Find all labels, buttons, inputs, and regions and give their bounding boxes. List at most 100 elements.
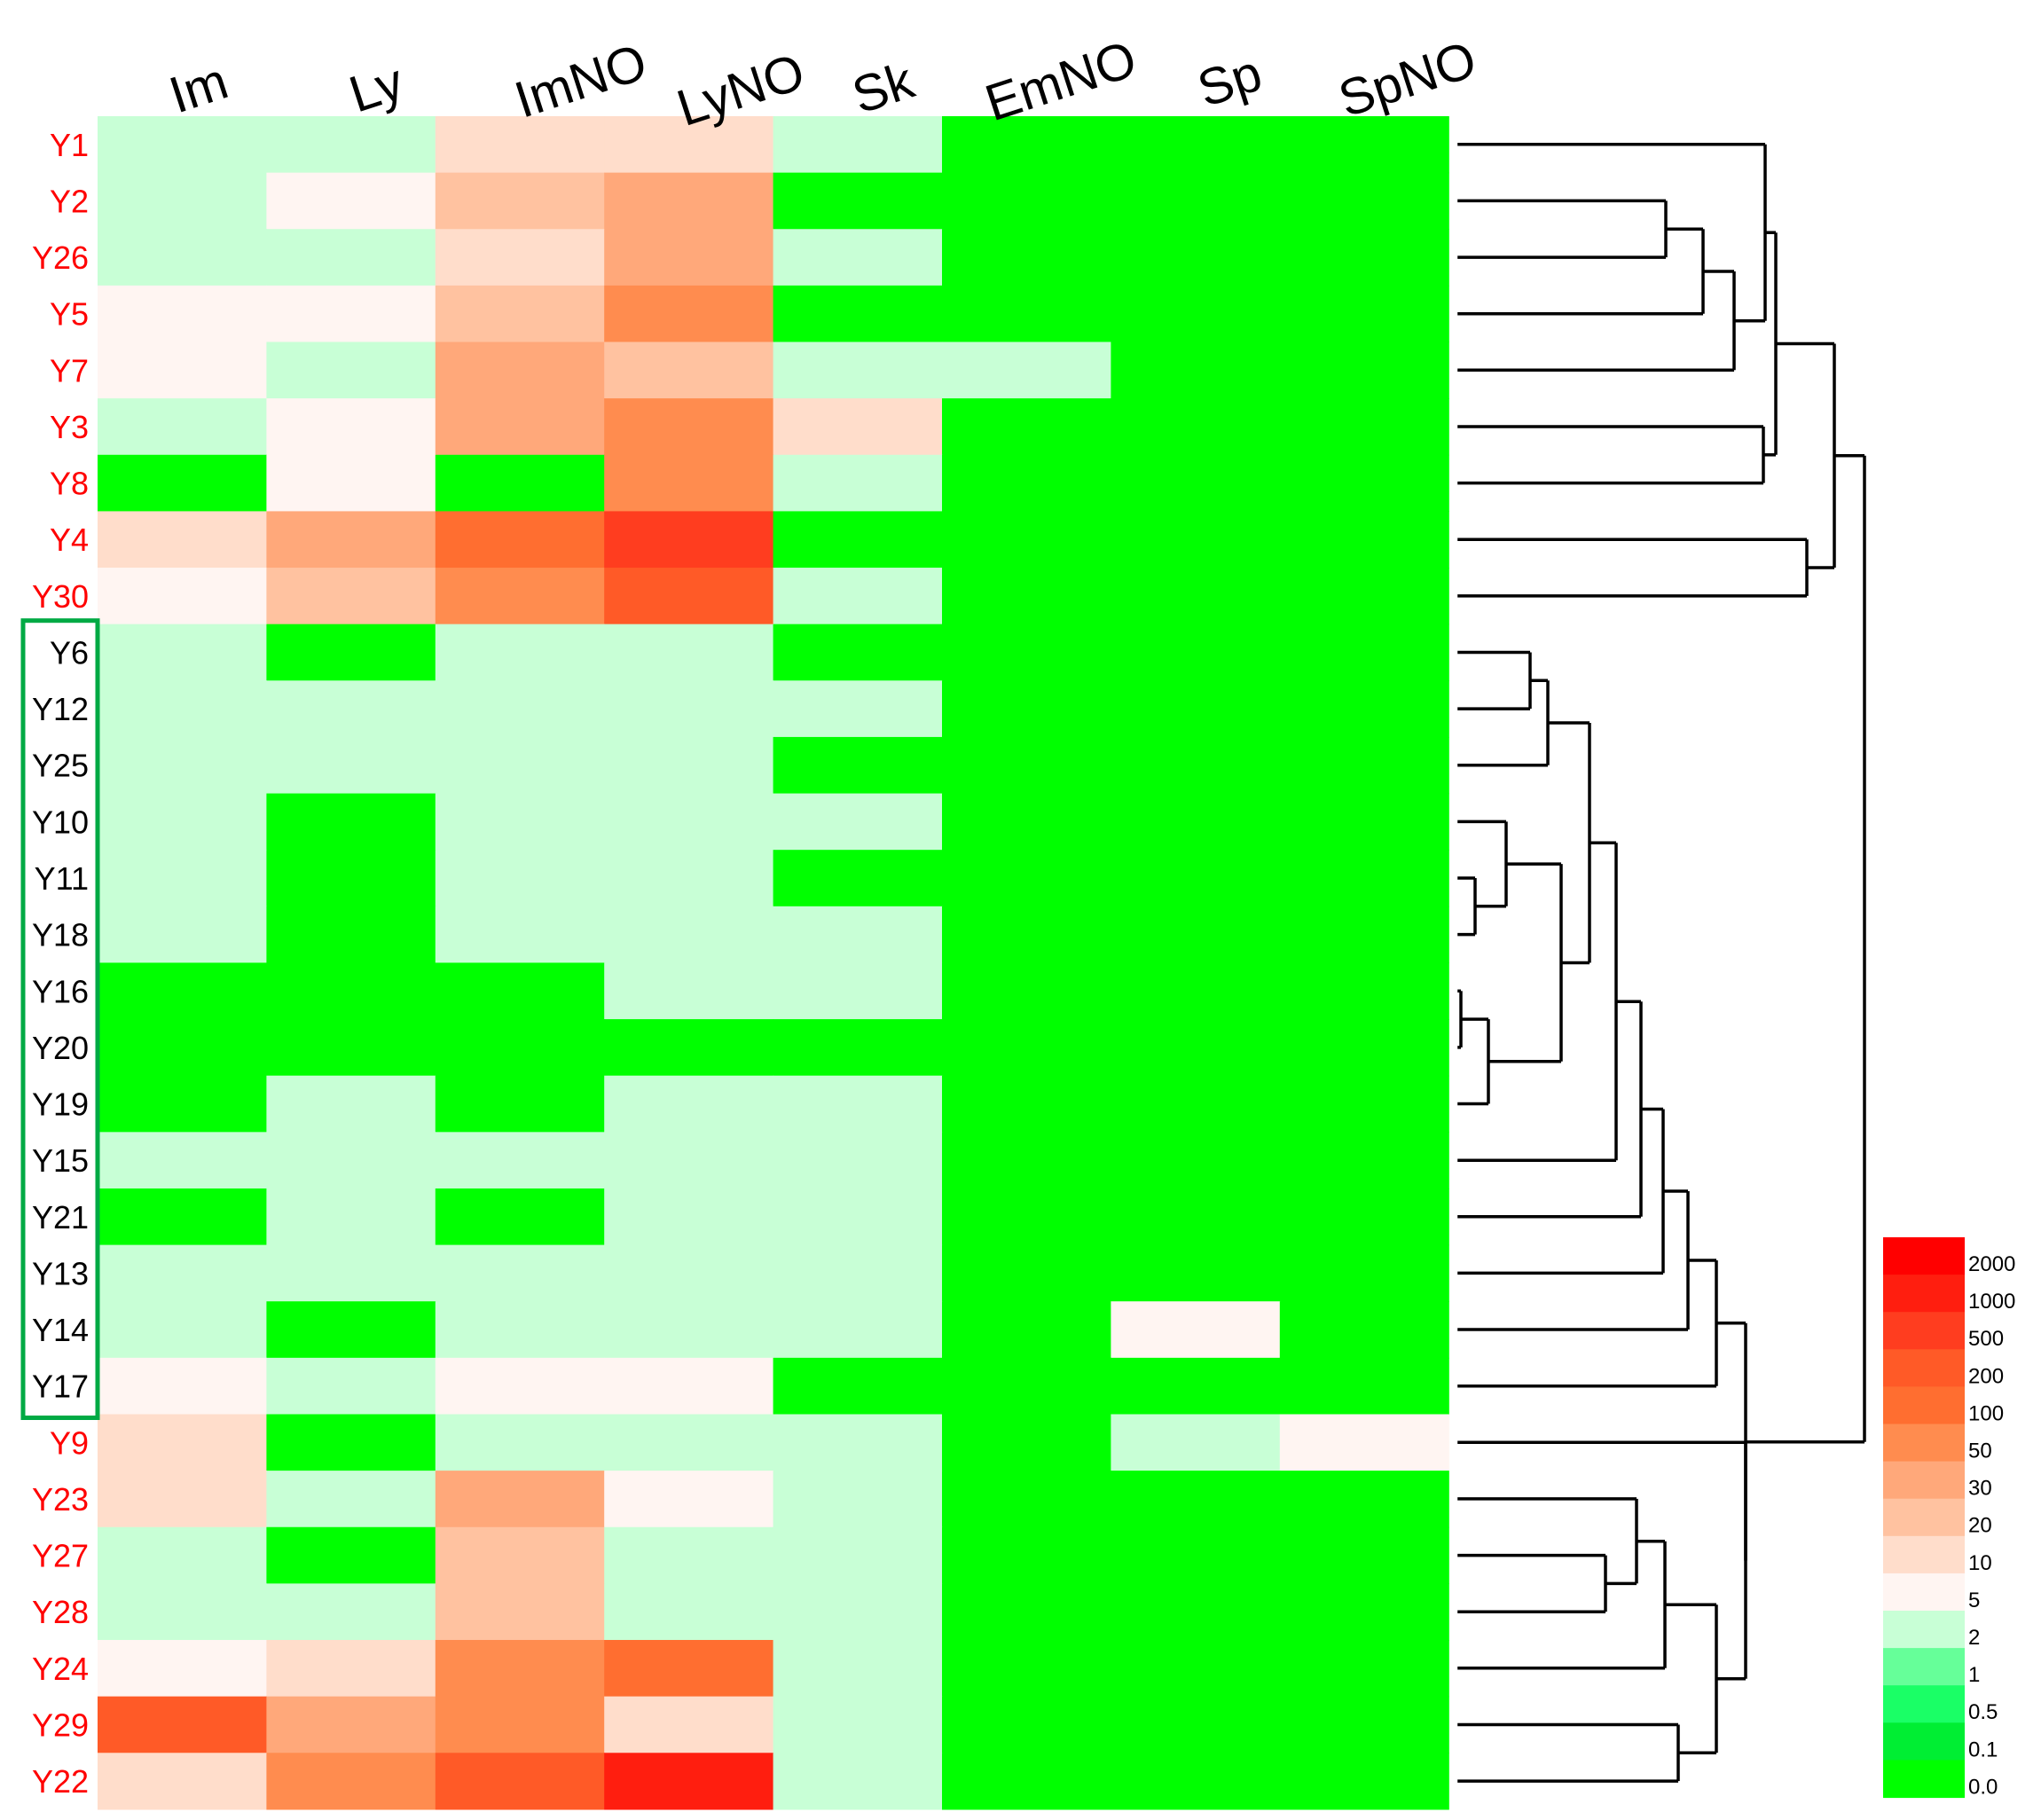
cell-y28-lyno xyxy=(604,1583,774,1641)
cell-y10-imno xyxy=(435,793,605,851)
cell-y26-sk xyxy=(773,229,943,286)
cell-y15-imno xyxy=(435,1132,605,1189)
cell-y25-sk xyxy=(773,736,943,795)
cell-y12-ly xyxy=(266,680,436,738)
cell-y1-emno xyxy=(942,116,1111,174)
row-label-y4: Y4 xyxy=(50,522,89,558)
row-label-y22: Y22 xyxy=(32,1763,89,1800)
cell-y16-im xyxy=(98,962,267,1020)
cell-y25-im xyxy=(98,736,267,795)
cell-y29-emno xyxy=(942,1696,1111,1753)
cell-y7-sk xyxy=(773,341,943,399)
cell-y6-spno xyxy=(1279,624,1449,681)
cell-y5-lyno xyxy=(604,285,774,343)
cell-y12-lyno xyxy=(604,680,774,738)
cell-y26-sp xyxy=(1111,229,1281,286)
legend-label-100: 100 xyxy=(1968,1401,2004,1425)
row-label-y15: Y15 xyxy=(32,1142,89,1179)
cell-y16-sp xyxy=(1111,962,1281,1020)
legend-swatch-2 xyxy=(1883,1611,1965,1649)
cell-y22-ly xyxy=(266,1753,436,1810)
cell-y11-sk xyxy=(773,850,943,907)
cell-y21-lyno xyxy=(604,1188,774,1246)
cell-y3-emno xyxy=(942,398,1111,456)
cell-y4-sk xyxy=(773,511,943,569)
cell-y30-sp xyxy=(1111,568,1281,625)
cell-y5-sk xyxy=(773,285,943,343)
cell-y8-lyno xyxy=(604,454,774,513)
legend-label-200: 200 xyxy=(1968,1364,2004,1388)
cell-y11-ly xyxy=(266,850,436,907)
row-label-y17: Y17 xyxy=(32,1369,89,1405)
cell-y13-imno xyxy=(435,1244,605,1302)
cell-y6-ly xyxy=(266,624,436,681)
cell-y4-sp xyxy=(1111,511,1281,569)
cell-y7-imno xyxy=(435,341,605,399)
cell-y4-emno xyxy=(942,511,1111,569)
legend-label-1000: 1000 xyxy=(1968,1290,2015,1314)
cell-y27-im xyxy=(98,1526,267,1584)
cell-y13-lyno xyxy=(604,1244,774,1302)
cell-y27-ly xyxy=(266,1526,436,1584)
cell-y10-emno xyxy=(942,793,1111,851)
cell-y29-ly xyxy=(266,1696,436,1753)
cell-y18-sp xyxy=(1111,906,1281,964)
cell-y22-sk xyxy=(773,1753,943,1810)
row-label-y18: Y18 xyxy=(32,917,89,953)
cell-y2-im xyxy=(98,172,267,230)
row-label-y24: Y24 xyxy=(32,1651,89,1687)
cell-y23-spno xyxy=(1279,1471,1449,1528)
legend-swatch-100 xyxy=(1883,1386,1965,1425)
cell-y13-im xyxy=(98,1244,267,1302)
cell-y3-im xyxy=(98,398,267,456)
cell-y28-spno xyxy=(1279,1583,1449,1641)
row-label-y26: Y26 xyxy=(32,239,89,276)
cell-y8-emno xyxy=(942,454,1111,513)
cell-y6-imno xyxy=(435,624,605,681)
cell-y13-ly xyxy=(266,1244,436,1302)
cell-y25-ly xyxy=(266,736,436,795)
cell-y30-imno xyxy=(435,568,605,625)
cell-y15-emno xyxy=(942,1132,1111,1189)
cell-y29-imno xyxy=(435,1696,605,1753)
cell-y27-sp xyxy=(1111,1526,1281,1584)
column-label-imno: ImNO xyxy=(508,33,654,129)
cell-y28-sp xyxy=(1111,1583,1281,1641)
cell-y14-lyno xyxy=(604,1301,774,1359)
cell-y2-emno xyxy=(942,172,1111,230)
cell-y12-imno xyxy=(435,680,605,738)
cell-y14-spno xyxy=(1279,1301,1449,1359)
legend-swatch-30 xyxy=(1883,1461,1965,1500)
cell-y1-ly xyxy=(266,116,436,174)
cell-y14-imno xyxy=(435,1301,605,1359)
cell-y12-spno xyxy=(1279,680,1449,738)
cell-y25-emno xyxy=(942,736,1111,795)
cell-y11-emno xyxy=(942,850,1111,907)
cell-y4-spno xyxy=(1279,511,1449,569)
cell-y2-sk xyxy=(773,172,943,230)
row-label-y27: Y27 xyxy=(32,1538,89,1574)
cell-y26-im xyxy=(98,229,267,286)
cell-y24-imno xyxy=(435,1640,605,1698)
cell-y22-lyno xyxy=(604,1753,774,1810)
cell-y10-sp xyxy=(1111,793,1281,851)
cell-y4-im xyxy=(98,511,267,569)
cell-y23-sp xyxy=(1111,1471,1281,1528)
highlight-box xyxy=(20,618,100,1420)
cell-y6-sk xyxy=(773,624,943,681)
row-label-y21: Y21 xyxy=(32,1199,89,1236)
column-label-sk: Sk xyxy=(845,51,921,125)
row-label-y8: Y8 xyxy=(50,466,89,502)
cell-y10-ly xyxy=(266,793,436,851)
legend-label-10: 10 xyxy=(1968,1551,1992,1575)
cell-y13-sp xyxy=(1111,1244,1281,1302)
cell-y14-ly xyxy=(266,1301,436,1359)
cell-y16-emno xyxy=(942,962,1111,1020)
cell-y1-im xyxy=(98,116,267,174)
legend-label-0-1: 0.1 xyxy=(1968,1738,1998,1761)
row-label-y9: Y9 xyxy=(50,1424,89,1461)
row-label-y11: Y11 xyxy=(35,860,89,897)
legend-swatch-500 xyxy=(1883,1312,1965,1350)
cell-y9-lyno xyxy=(604,1414,774,1471)
cell-y5-ly xyxy=(266,285,436,343)
